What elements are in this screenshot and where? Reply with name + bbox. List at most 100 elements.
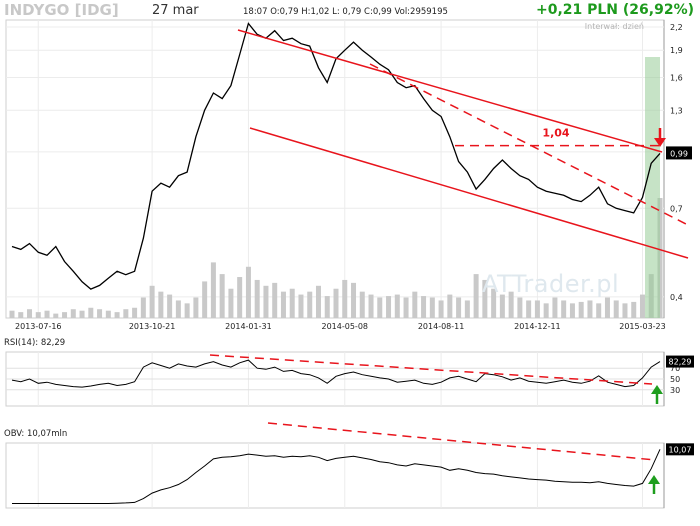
obv-line	[12, 449, 661, 504]
volume-bar	[543, 303, 549, 318]
rsi-last-label: 82,29	[669, 358, 692, 367]
volume-bar	[193, 297, 199, 318]
volume-bar	[377, 297, 383, 318]
volume-bar	[237, 277, 243, 318]
volume-bar	[508, 291, 514, 318]
date-label: 27 mar	[152, 3, 199, 18]
rsi-line	[11, 359, 661, 388]
volume-bar	[552, 297, 558, 318]
obv-last-box	[666, 443, 694, 456]
price-y-tick: 2,2	[670, 23, 683, 32]
volume-bar	[289, 288, 295, 318]
volume-bar	[368, 294, 374, 318]
volume-bar	[491, 288, 497, 318]
breakout-highlight	[645, 57, 660, 318]
volume-bar	[596, 303, 602, 318]
volume-bar	[254, 279, 260, 318]
x-tick-label: 2014-01-31	[225, 322, 272, 331]
rsi-y-tick: 70	[670, 364, 680, 373]
volume-bar	[324, 296, 330, 318]
volume-bar	[526, 300, 532, 318]
price-line	[11, 22, 661, 290]
volume-bar	[53, 313, 59, 318]
rsi-divergence-line	[209, 354, 653, 385]
volume-bar	[613, 300, 619, 318]
x-tick-label: 2013-07-16	[15, 322, 62, 331]
watermark: ATTrader.pl	[482, 270, 620, 298]
interval-label: Interwał: dzień	[584, 22, 644, 31]
price-y-tick: 0,7	[670, 204, 683, 213]
volume-bar	[412, 291, 418, 318]
x-tick-label: 2014-08-11	[418, 322, 465, 331]
x-tick-label: 2014-12-11	[514, 322, 561, 331]
volume-bar	[79, 310, 85, 318]
axis-labels: 2,21,91,61,310,70,42013-07-162013-10-212…	[15, 23, 694, 456]
volume-bar	[631, 301, 637, 318]
volume-bar	[604, 297, 610, 318]
obv-up-arrow-head-icon	[648, 475, 660, 484]
obv-divergence-line	[267, 422, 656, 461]
volume-bar	[403, 297, 409, 318]
volume-bar	[578, 301, 584, 318]
volume-bar	[421, 296, 427, 318]
volume-bar	[464, 300, 470, 318]
last-price-label: 0,99	[670, 149, 688, 158]
volume-bar	[149, 285, 155, 318]
price-series	[11, 22, 661, 504]
rsi-label: RSI(14): 82,29	[4, 338, 66, 348]
volume-bar	[569, 303, 575, 318]
volume-bar	[587, 300, 593, 318]
volume-bar	[219, 274, 225, 318]
volume-bars	[9, 198, 663, 318]
volume-bar	[561, 300, 567, 318]
price-y-tick: 0,4	[670, 293, 683, 302]
price-y-tick: 1,9	[670, 46, 683, 55]
panel-frame	[5, 442, 665, 509]
volume-bar	[123, 309, 129, 318]
trend-lines: 1,04	[209, 29, 689, 494]
volume-bar	[272, 282, 278, 318]
volume-bar	[517, 297, 523, 318]
last-price-box	[666, 146, 692, 160]
x-tick-label: 2014-05-08	[322, 322, 369, 331]
volume-bar	[315, 285, 321, 318]
volume-bar	[158, 291, 164, 318]
volume-bar	[298, 294, 304, 318]
volume-bar	[622, 303, 628, 318]
volume-bar	[438, 300, 444, 318]
price-y-tick: 1,3	[670, 106, 683, 115]
rsi-last-box	[666, 355, 694, 368]
volume-bar	[18, 312, 24, 318]
ticker-label: INDYGO [IDG]	[4, 1, 119, 19]
rsi-y-tick: 50	[670, 375, 680, 384]
volume-bar	[44, 310, 50, 318]
rsi-y-tick: 30	[670, 386, 680, 395]
volume-bar	[456, 297, 462, 318]
down-arrow-head-icon	[654, 138, 666, 147]
volume-bar	[62, 312, 68, 318]
volume-bar	[386, 296, 392, 318]
resistance-annotation: 1,04	[542, 127, 569, 140]
lower-channel-line	[249, 127, 689, 259]
volume-bar	[342, 279, 348, 318]
rsi-up-arrow-head-icon	[651, 385, 663, 394]
volume-bar	[473, 274, 479, 318]
volume-bar	[88, 307, 94, 318]
volume-bar	[429, 297, 435, 318]
volume-bar	[499, 294, 505, 318]
volume-bar	[482, 279, 488, 318]
volume-bar	[333, 288, 339, 318]
volume-bar	[639, 294, 645, 318]
inner-dashed-trendline	[369, 63, 687, 225]
volume-bar	[9, 310, 15, 318]
upper-channel-line	[237, 29, 663, 153]
volume-bar	[202, 281, 208, 318]
gridlines	[5, 19, 665, 509]
x-tick-label: 2013-10-21	[129, 322, 176, 331]
volume-bar	[263, 285, 269, 318]
price-change: +0,21 PLN (26,92%)	[535, 2, 694, 18]
obv-label: OBV: 10,07mln	[4, 429, 68, 439]
volume-bar	[35, 312, 41, 318]
volume-bar	[394, 294, 400, 318]
